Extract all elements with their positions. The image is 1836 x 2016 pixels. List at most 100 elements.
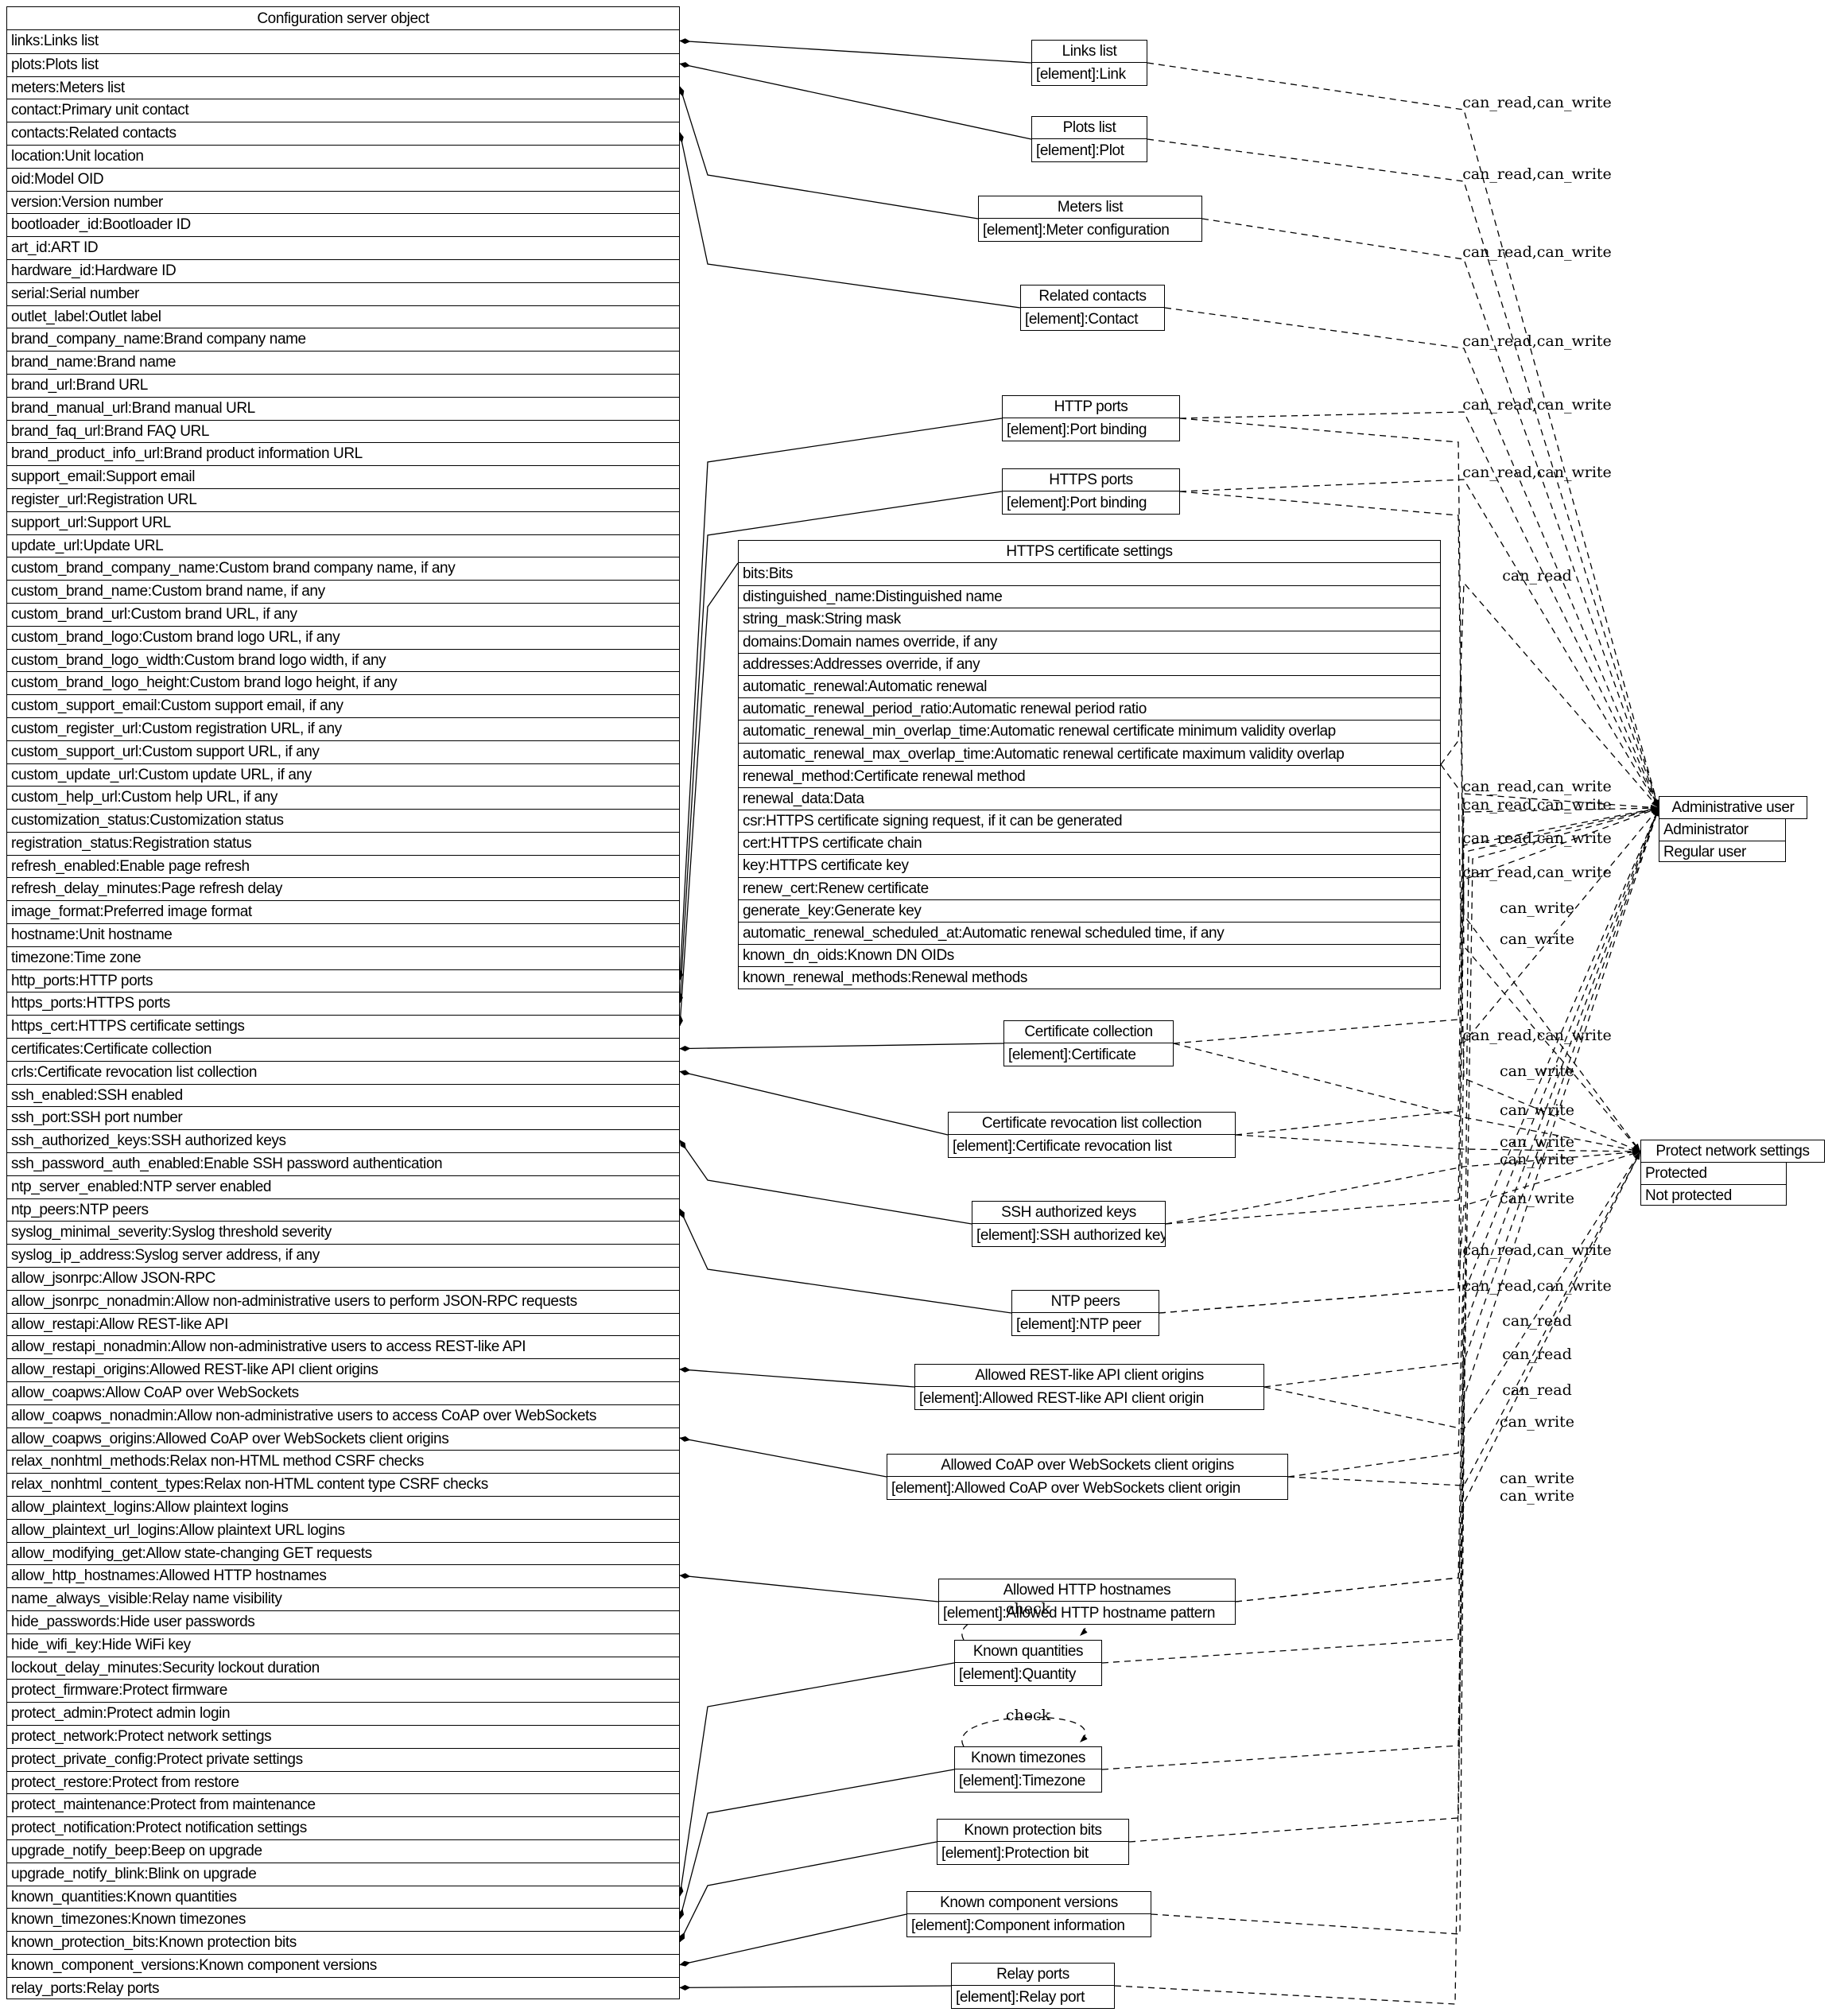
node-title: HTTPS certificate settings [1006, 543, 1173, 560]
node-administrative-user: Administrative user [1659, 796, 1807, 819]
field-row: plots:Plots list [7, 52, 679, 76]
node-row: csr:HTTPS certificate signing request, i… [739, 810, 1440, 832]
field-row: crls:Certificate revocation list collect… [7, 1060, 679, 1084]
field-row: ntp_server_enabled:NTP server enabled [7, 1175, 679, 1198]
node-row: [element]:Quantity [959, 1666, 1076, 1683]
node-row: Regular user [1659, 841, 1785, 862]
node-row: bits:Bits [743, 565, 793, 582]
edge-label: can_write [1499, 1101, 1575, 1119]
node-row: renewal_method:Certificate renewal metho… [739, 764, 1440, 787]
field-row: known_component_versions:Known component… [7, 1953, 679, 1977]
node-row: Protected [1645, 1165, 1707, 1182]
field-row: protect_maintenance:Protect from mainten… [7, 1793, 679, 1816]
node-row: automatic_renewal_max_overlap_time:Autom… [739, 742, 1440, 765]
field-row: hardware_id:Hardware ID [7, 258, 679, 282]
edge-label: can_write [1499, 1412, 1575, 1431]
main-table-title: Configuration server object [7, 7, 679, 30]
node-relay-ports: Relay ports [951, 1963, 1115, 1986]
node-plots-list-rows: [element]:Plot [1031, 139, 1147, 162]
node-related-contacts: Related contacts [1020, 285, 1165, 308]
node-meters-list-rows: [element]:Meter configuration [978, 219, 1202, 242]
node-https-ports-rows: [element]:Port binding [1002, 491, 1180, 515]
field-row: custom_help_url:Custom help URL, if any [7, 786, 679, 809]
edge-label: can_read [1502, 566, 1572, 585]
field-row: custom_brand_logo:Custom brand logo URL,… [7, 625, 679, 649]
edge-label: can_write [1499, 1132, 1575, 1151]
field-row: allow_restapi_nonadmin:Allow non-adminis… [7, 1335, 679, 1358]
node-crl-collection: Certificate revocation list collection [948, 1112, 1236, 1135]
node-links-list-rows: [element]:Link [1031, 63, 1147, 86]
self-loop-label: check [1005, 1706, 1051, 1724]
edge-label: can_write [1499, 899, 1575, 917]
node-row: renew_cert:Renew certificate [739, 876, 1440, 899]
field-row: ssh_password_auth_enabled:Enable SSH pas… [7, 1152, 679, 1175]
field-row: protect_private_config:Protect private s… [7, 1747, 679, 1771]
field-row: known_timezones:Known timezones [7, 1908, 679, 1931]
field-row: upgrade_notify_beep:Beep on upgrade [7, 1839, 679, 1863]
node-row: [element]:Port binding [1007, 495, 1147, 511]
node-ntp-peers: NTP peers [1011, 1290, 1159, 1313]
node-row: cert:HTTPS certificate chain [739, 832, 1440, 854]
node-allowed-http-hostnames-rows: [element]:Allowed HTTP hostname pattern [938, 1602, 1236, 1625]
field-row: brand_faq_url:Brand FAQ URL [7, 419, 679, 443]
configuration-server-object-table: Configuration server object links:Links l… [6, 6, 680, 1999]
node-row: automatic_renewal_scheduled_at:Automatic… [739, 922, 1440, 944]
field-row: custom_brand_company_name:Custom brand c… [7, 557, 679, 580]
field-row: certificates:Certificate collection [7, 1038, 679, 1061]
field-row: allow_coapws_nonadmin:Allow non-administ… [7, 1404, 679, 1428]
node-allowed-http-hostnames: Allowed HTTP hostnames [938, 1579, 1236, 1602]
field-row: ssh_authorized_keys:SSH authorized keys [7, 1129, 679, 1152]
field-row: custom_brand_url:Custom brand URL, if an… [7, 602, 679, 626]
node-title: Meters list [1057, 199, 1124, 216]
node-row: [element]:Timezone [959, 1773, 1085, 1789]
field-row: refresh_delay_minutes:Page refresh delay [7, 877, 679, 900]
node-row: [element]:SSH authorized key [976, 1227, 1165, 1244]
node-relay-ports-rows: [element]:Relay port [951, 1986, 1115, 2009]
field-row: allow_jsonrpc:Allow JSON-RPC [7, 1267, 679, 1290]
field-row: ssh_enabled:SSH enabled [7, 1083, 679, 1107]
node-title: Known component versions [940, 1894, 1118, 1911]
node-allowed-coapws-origins-rows: [element]:Allowed CoAP over WebSockets c… [887, 1477, 1288, 1500]
field-row: syslog_minimal_severity:Syslog threshold… [7, 1221, 679, 1244]
field-row: custom_register_url:Custom registration … [7, 717, 679, 740]
node-known-timezones: Known timezones [954, 1746, 1102, 1769]
node-row: [element]:Contact [1025, 311, 1139, 328]
node-row: [element]:Port binding [1007, 421, 1147, 438]
node-title: Allowed HTTP hostnames [1003, 1582, 1171, 1598]
node-row: known_dn_oids:Known DN OIDs [739, 944, 1440, 966]
node-known-component-versions-rows: [element]:Component information [906, 1914, 1151, 1937]
edge-label: can_read,can_write [1462, 829, 1612, 847]
node-row: [element]:Certificate [1008, 1047, 1136, 1063]
field-row: ssh_port:SSH port number [7, 1106, 679, 1129]
node-title: NTP peers [1050, 1293, 1120, 1310]
node-allowed-restapi-origins: Allowed REST-like API client origins [914, 1364, 1264, 1387]
edge-label: can_read,can_write [1462, 243, 1612, 261]
field-row: custom_update_url:Custom update URL, if … [7, 763, 679, 787]
field-row: hide_wifi_key:Hide WiFi key [7, 1633, 679, 1657]
node-title: Known quantities [972, 1643, 1084, 1660]
node-row: string_mask:String mask [739, 608, 1440, 630]
node-title: Administrative user [1671, 799, 1795, 816]
node-title: Known timezones [971, 1750, 1085, 1766]
node-row: [element]:Protection bit [941, 1845, 1089, 1862]
field-row: allow_plaintext_logins:Allow plaintext l… [7, 1496, 679, 1519]
edge-label: can_read,can_write [1462, 332, 1612, 350]
field-row: allow_plaintext_url_logins:Allow plainte… [7, 1518, 679, 1542]
field-row: allow_modifying_get:Allow state-changing… [7, 1541, 679, 1565]
node-row: [element]:Component information [911, 1917, 1125, 1934]
field-row: timezone:Time zone [7, 946, 679, 969]
edge-label: can_read,can_write [1462, 93, 1612, 111]
field-row: refresh_enabled:Enable page refresh [7, 854, 679, 878]
node-ntp-peers-rows: [element]:NTP peer [1011, 1313, 1159, 1336]
node-ssh-authorized-keys-rows: [element]:SSH authorized key [972, 1224, 1166, 1247]
edge-label: can_write [1499, 930, 1575, 948]
node-row: [element]:Allowed CoAP over WebSockets c… [891, 1480, 1240, 1497]
node-row: [element]:Certificate revocation list [953, 1138, 1172, 1155]
field-row: customization_status:Customization statu… [7, 809, 679, 832]
field-row: hide_passwords:Hide user passwords [7, 1610, 679, 1633]
field-row: protect_network:Protect network settings [7, 1724, 679, 1748]
node-known-timezones-rows: [element]:Timezone [954, 1769, 1102, 1793]
edge-label: can_read,can_write [1462, 1276, 1612, 1295]
node-row: known_renewal_methods:Renewal methods [739, 966, 1440, 989]
